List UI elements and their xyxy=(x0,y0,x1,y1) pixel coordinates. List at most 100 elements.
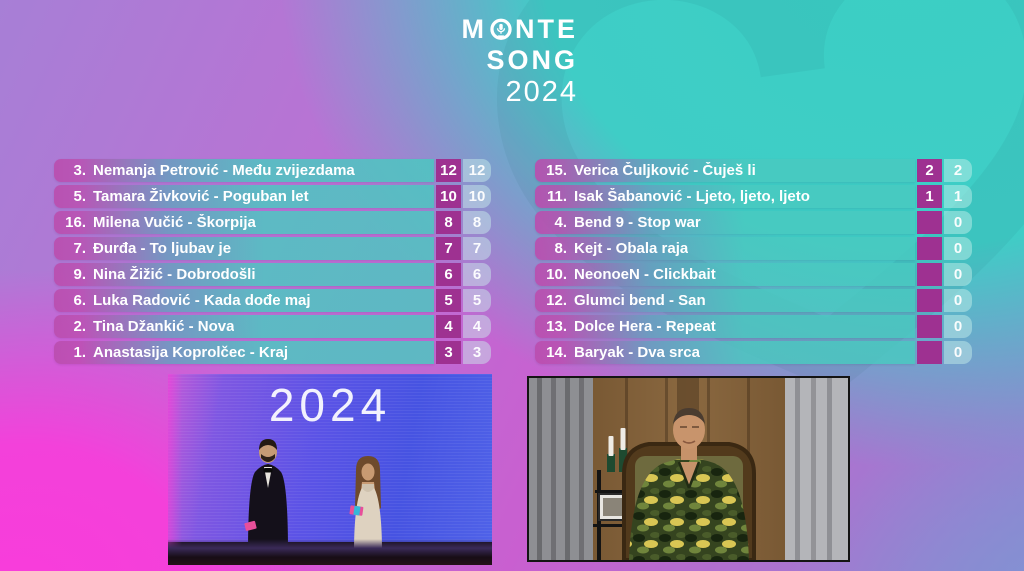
entry-points: 10 xyxy=(440,188,457,205)
logo-word-song: SONG xyxy=(486,45,578,75)
entry-points-box: 5 xyxy=(436,289,461,312)
scoreboard-row: 6. Luka Radović - Kada dođe maj 5 5 xyxy=(54,289,494,312)
entry-name-pill: 3. Nemanja Petrović - Među zvijezdama xyxy=(54,159,434,182)
entry-points-box xyxy=(917,315,942,338)
entry-title: Dolce Hera - Repeat xyxy=(574,318,716,335)
entry-total-pill: 2 xyxy=(944,159,972,182)
entry-total: 0 xyxy=(953,214,963,231)
entry-points-box: 6 xyxy=(436,263,461,286)
scoreboard-row: 4. Bend 9 - Stop war 0 xyxy=(535,211,975,234)
microphone-bubble-icon xyxy=(490,18,512,40)
entry-title: Kejt - Obala raja xyxy=(574,240,689,257)
stage-left-glow xyxy=(168,374,182,565)
entry-total: 0 xyxy=(953,318,963,335)
entry-total: 6 xyxy=(472,266,482,283)
entry-name-pill: 7. Đurđa - To ljubav je xyxy=(54,237,434,260)
entry-total: 5 xyxy=(472,292,482,309)
entry-name-pill: 15. Verica Čuljković - Čuješ li xyxy=(535,159,915,182)
entry-number: 11. xyxy=(546,188,567,205)
entry-name-pill: 10. NeonoeN - Clickbait xyxy=(535,263,915,286)
entry-points-box: 7 xyxy=(436,237,461,260)
logo-monte-m: M xyxy=(461,14,487,44)
entry-title: Glumci bend - San xyxy=(574,292,706,309)
entry-total-pill: 0 xyxy=(944,263,972,286)
entry-name-pill: 12. Glumci bend - San xyxy=(535,289,915,312)
entry-total-pill: 0 xyxy=(944,341,972,364)
scoreboard-column-left: 3. Nemanja Petrović - Među zvijezdama 12… xyxy=(54,159,494,367)
entry-name-pill: 13. Dolce Hera - Repeat xyxy=(535,315,915,338)
entry-points: 4 xyxy=(444,318,453,335)
entry-points: 8 xyxy=(444,214,453,231)
scoreboard-row: 14. Baryak - Dva srca 0 xyxy=(535,341,975,364)
entry-points-box: 2 xyxy=(917,159,942,182)
scoreboard-row: 1. Anastasija Koprolčec - Kraj 3 3 xyxy=(54,341,494,364)
entry-name-pill: 4. Bend 9 - Stop war xyxy=(535,211,915,234)
entry-number: 8. xyxy=(554,240,567,257)
entry-number: 1. xyxy=(73,344,86,361)
logo-monte-nte: NTE xyxy=(515,14,578,44)
entry-points-box: 12 xyxy=(436,159,461,182)
scoreboard-row: 7. Đurđa - To ljubav je 7 7 xyxy=(54,237,494,260)
entry-number: 5. xyxy=(73,188,86,205)
stage-screen-year: 2024 xyxy=(268,379,392,431)
entry-title: Tamara Živković - Poguban let xyxy=(93,188,309,205)
scoreboard-row: 11. Isak Šabanović - Ljeto, ljeto, ljeto… xyxy=(535,185,975,208)
scoreboard-row: 10. NeonoeN - Clickbait 0 xyxy=(535,263,975,286)
entry-number: 13. xyxy=(546,318,567,335)
entry-number: 16. xyxy=(65,214,86,231)
entry-total: 12 xyxy=(468,162,486,179)
entry-total-pill: 0 xyxy=(944,315,972,338)
scoreboard-row: 3. Nemanja Petrović - Među zvijezdama 12… xyxy=(54,159,494,182)
scoreboard-row: 15. Verica Čuljković - Čuješ li 2 2 xyxy=(535,159,975,182)
entry-total: 1 xyxy=(953,188,963,205)
scoreboard-row: 9. Nina Žižić - Dobrodošli 6 6 xyxy=(54,263,494,286)
entry-title: Đurđa - To ljubav je xyxy=(93,240,232,257)
entry-title: Isak Šabanović - Ljeto, ljeto, ljeto xyxy=(574,188,810,205)
scoreboard-row: 16. Milena Vučić - Škorpija 8 8 xyxy=(54,211,494,234)
scoreboard-row: 12. Glumci bend - San 0 xyxy=(535,289,975,312)
entry-total-pill: 1 xyxy=(944,185,972,208)
guest-person xyxy=(629,408,749,560)
entry-points-box xyxy=(917,211,942,234)
male-presenter xyxy=(244,439,288,552)
guest-video xyxy=(527,376,850,562)
entry-title: Verica Čuljković - Čuješ li xyxy=(574,162,756,179)
entry-number: 15. xyxy=(546,162,567,179)
entry-total-pill: 0 xyxy=(944,289,972,312)
entry-number: 2. xyxy=(73,318,86,335)
scoreboard-column-right: 15. Verica Čuljković - Čuješ li 2 2 11. … xyxy=(535,159,975,367)
entry-total-pill: 0 xyxy=(944,237,972,260)
entry-points-box: 10 xyxy=(436,185,461,208)
entry-number: 4. xyxy=(554,214,567,231)
entry-total-pill: 4 xyxy=(463,315,491,338)
entry-title: Bend 9 - Stop war xyxy=(574,214,701,231)
entry-number: 14. xyxy=(546,344,567,361)
entry-points-box: 1 xyxy=(917,185,942,208)
entry-points: 1 xyxy=(925,188,934,205)
entry-number: 10. xyxy=(546,266,567,283)
entry-points: 12 xyxy=(440,162,457,179)
entry-total-pill: 6 xyxy=(463,263,491,286)
entry-total: 0 xyxy=(953,240,963,257)
entry-total: 0 xyxy=(953,344,963,361)
entry-total: 2 xyxy=(953,162,963,179)
entry-number: 9. xyxy=(73,266,86,283)
guest-scene xyxy=(529,378,848,560)
entry-points: 2 xyxy=(925,162,934,179)
logo-word-monte: M NTE xyxy=(462,14,579,45)
entry-title: NeonoeN - Clickbait xyxy=(574,266,716,283)
entry-points: 3 xyxy=(444,344,453,361)
entry-title: Nemanja Petrović - Među zvijezdama xyxy=(93,162,355,179)
stage-led-screen xyxy=(168,374,492,542)
scoreboard-row: 8. Kejt - Obala raja 0 xyxy=(535,237,975,260)
right-curtain xyxy=(785,378,848,560)
stage-presenters xyxy=(244,439,382,552)
entry-title: Nina Žižić - Dobrodošli xyxy=(93,266,256,283)
entry-title: Milena Vučić - Škorpija xyxy=(93,214,256,231)
entry-total-pill: 10 xyxy=(463,185,491,208)
entry-points-box: 4 xyxy=(436,315,461,338)
entry-total-pill: 0 xyxy=(944,211,972,234)
entry-name-pill: 5. Tamara Živković - Poguban let xyxy=(54,185,434,208)
entry-points: 5 xyxy=(444,292,453,309)
